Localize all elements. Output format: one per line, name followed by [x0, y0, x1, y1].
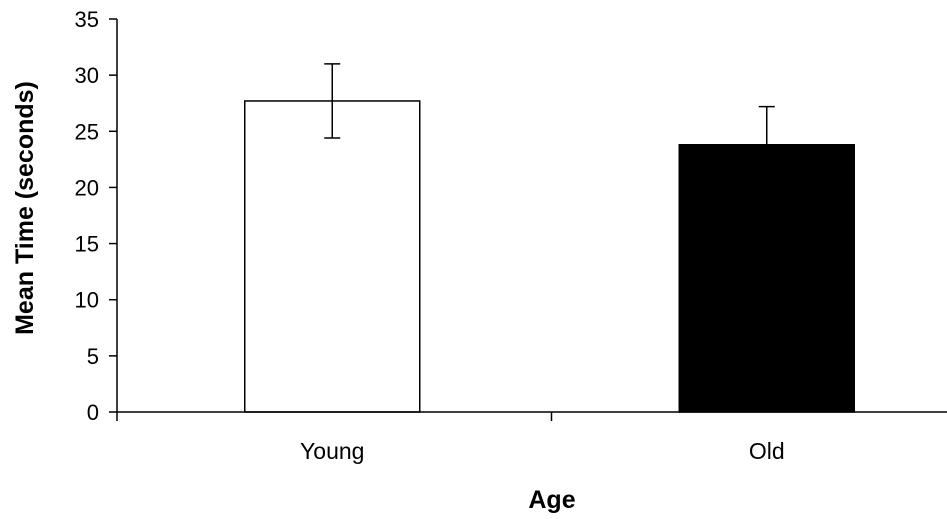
y-axis-ticks: 0 5 10 15 20 25 30 35: [75, 7, 117, 425]
bar-old: [678, 144, 855, 413]
y-tick-label: 25: [75, 119, 99, 144]
y-tick-label: 30: [75, 63, 99, 88]
y-tick-label: 5: [87, 344, 99, 369]
bars: [244, 100, 855, 413]
y-tick-label: 10: [75, 288, 99, 313]
error-bar-young: [324, 63, 341, 139]
y-tick-label: 0: [87, 400, 99, 425]
x-axis-title: Age: [528, 486, 575, 514]
y-tick-label: 35: [75, 7, 99, 32]
x-axis-ticks: Young Old: [116, 412, 785, 464]
x-tick-label: Old: [749, 438, 785, 464]
error-bar-old: [758, 105, 775, 184]
y-axis-title: Mean Time (seconds): [11, 81, 39, 335]
axes: [116, 19, 947, 413]
y-tick-label: 15: [75, 232, 99, 257]
error-bars: [324, 63, 775, 184]
x-tick-label: Young: [300, 438, 364, 464]
bar-young: [244, 100, 421, 413]
y-tick-label: 20: [75, 175, 99, 200]
